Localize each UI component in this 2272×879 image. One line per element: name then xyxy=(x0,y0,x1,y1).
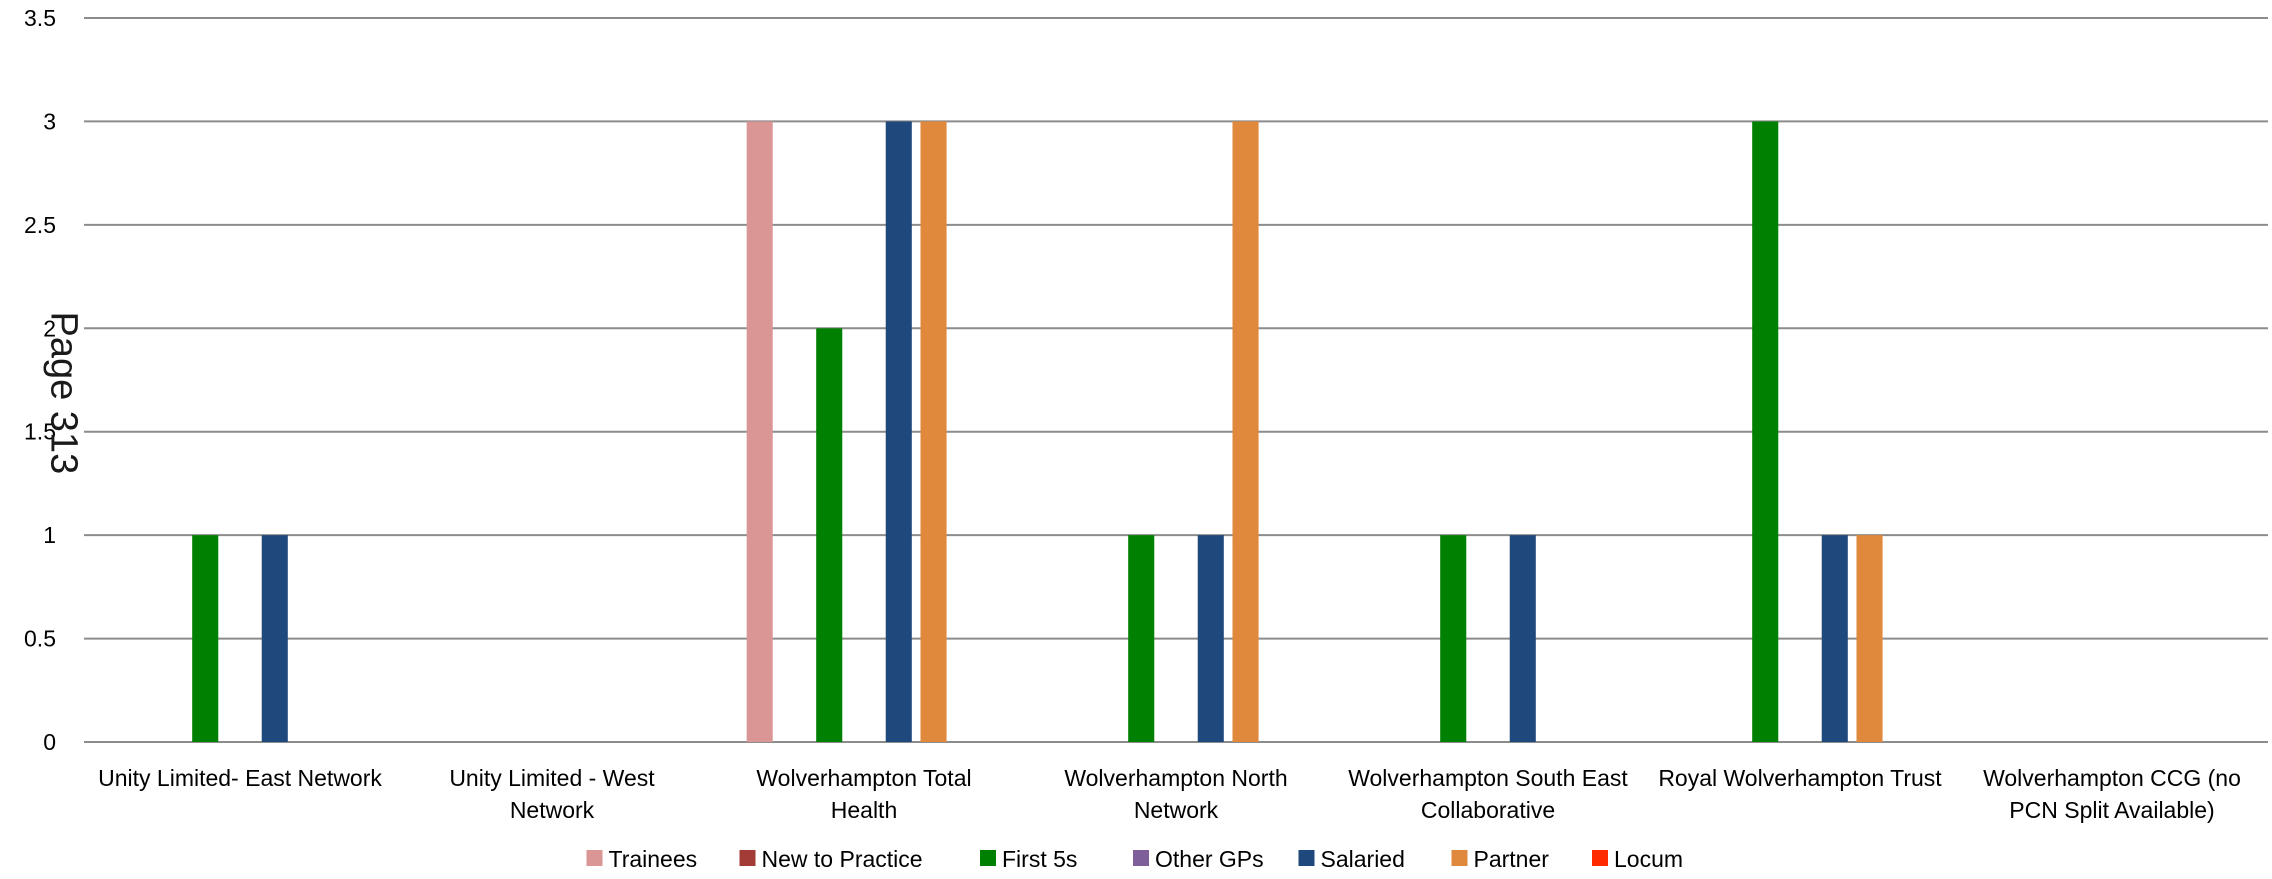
x-axis-labels: Unity Limited- East Network Unity Limited… xyxy=(98,765,2241,823)
legend-swatch xyxy=(1133,850,1149,866)
x-tick-label: Network xyxy=(510,797,595,823)
x-tick-label: Network xyxy=(1134,797,1219,823)
y-tick-label: 3.5 xyxy=(24,5,56,31)
bar-partner xyxy=(1856,535,1883,742)
bar-first-5s xyxy=(1128,535,1155,742)
y-tick-label: 3 xyxy=(43,108,56,134)
legend-label: Trainees xyxy=(609,846,698,872)
y-tick-label: 1 xyxy=(43,522,56,548)
y-tick-label: 2.5 xyxy=(24,212,56,238)
bar-first-5s xyxy=(192,535,219,742)
legend-swatch xyxy=(1451,850,1468,866)
legend-swatch xyxy=(1592,850,1608,866)
y-axis-ticks: 0 0.5 1 1.5 2 2.5 3 3.5 xyxy=(24,5,56,755)
legend-swatch xyxy=(1298,850,1315,866)
y-tick-label: 0 xyxy=(43,729,56,755)
x-tick-label: Health xyxy=(831,797,897,823)
x-tick-label: Unity Limited - West xyxy=(449,765,655,791)
legend-swatch xyxy=(739,850,756,866)
bar-first-5s xyxy=(1752,121,1779,742)
bar-salaried xyxy=(885,121,912,742)
y-tick-label: 0.5 xyxy=(24,626,56,652)
bars xyxy=(192,121,1883,742)
legend-label: Partner xyxy=(1474,846,1550,872)
legend: Trainees New to Practice First 5s Other GPs… xyxy=(586,846,1683,872)
legend-swatch xyxy=(586,850,603,866)
bar-salaried xyxy=(261,535,288,742)
gridlines xyxy=(84,17,2268,743)
bar-salaried xyxy=(1821,535,1848,742)
legend-label: Locum xyxy=(1614,846,1683,872)
legend-label: First 5s xyxy=(1002,846,1077,872)
x-tick-label: Wolverhampton Total xyxy=(756,765,971,791)
bar-first-5s xyxy=(1440,535,1467,742)
bar-trainees xyxy=(746,121,773,742)
bar-partner xyxy=(920,121,947,742)
y-tick-label: 2 xyxy=(43,315,56,341)
bar-salaried xyxy=(1509,535,1536,742)
page-watermark: Page 313 xyxy=(42,311,85,475)
legend-label: Salaried xyxy=(1321,846,1405,872)
y-tick-label: 1.5 xyxy=(24,419,56,445)
legend-label: New to Practice xyxy=(762,846,923,872)
x-tick-label: Royal Wolverhampton Trust xyxy=(1658,765,1942,791)
bar-partner xyxy=(1232,121,1259,742)
x-tick-label: Wolverhampton South East xyxy=(1348,765,1628,791)
x-tick-label: Wolverhampton North xyxy=(1064,765,1287,791)
legend-label: Other GPs xyxy=(1155,846,1264,872)
x-tick-label: Unity Limited- East Network xyxy=(98,765,382,791)
bar-salaried xyxy=(1197,535,1224,742)
x-tick-label: Wolverhampton CCG (no xyxy=(1983,765,2241,791)
x-tick-label: PCN Split Available) xyxy=(2009,797,2214,823)
bar-first-5s xyxy=(816,328,843,742)
legend-swatch xyxy=(980,850,996,866)
x-tick-label: Collaborative xyxy=(1421,797,1555,823)
